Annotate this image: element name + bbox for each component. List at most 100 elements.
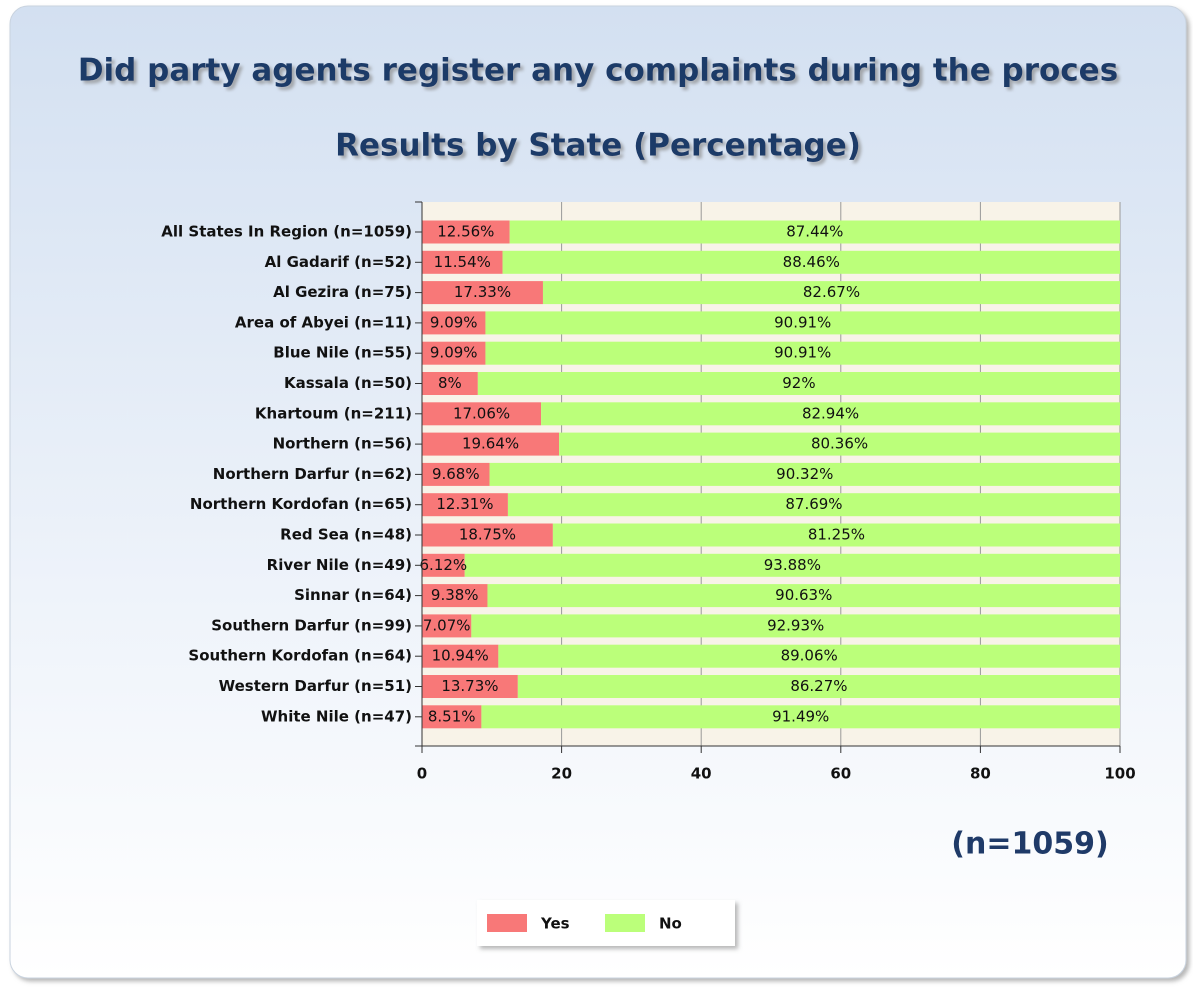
bar-segment <box>422 250 503 274</box>
x-tick-label: 80 <box>970 765 991 783</box>
y-tick-label: White Nile (n=47) <box>261 707 412 725</box>
value-label: 13.73% <box>441 677 498 695</box>
y-tick-label: Northern (n=56) <box>273 435 412 453</box>
bar-segment <box>481 705 1121 729</box>
value-label: 82.94% <box>802 404 859 422</box>
value-label: 12.31% <box>436 495 493 513</box>
bar-segment <box>422 311 486 335</box>
value-label: 91.49% <box>772 707 829 725</box>
value-label: 86.27% <box>790 677 847 695</box>
legend-label: No <box>659 915 682 933</box>
y-tick-label: Khartoum (n=211) <box>255 404 412 422</box>
bar-segment <box>485 311 1120 335</box>
y-tick-label: River Nile (n=49) <box>267 556 412 574</box>
bar-segment <box>489 462 1120 486</box>
value-label: 18.75% <box>459 526 516 544</box>
value-label: 89.06% <box>781 647 838 665</box>
bar-segment <box>422 341 486 365</box>
annotation: (n=1059) <box>951 827 1108 862</box>
value-label: 88.46% <box>783 253 840 271</box>
value-label: 7.07% <box>423 616 471 634</box>
value-label: 90.91% <box>774 344 831 362</box>
value-label: 8.51% <box>428 707 476 725</box>
bar-segment <box>487 584 1121 608</box>
bar-segment <box>464 553 1120 577</box>
bar-segment <box>422 372 478 395</box>
value-label: 87.44% <box>786 223 843 241</box>
y-tick-label: Southern Kordofan (n=64) <box>188 647 412 665</box>
bar-segment <box>502 250 1120 274</box>
value-label: 9.09% <box>430 313 478 331</box>
value-label: 82.67% <box>803 283 860 301</box>
value-label: 80.36% <box>811 435 868 453</box>
value-label: 81.25% <box>808 526 865 544</box>
bar-segment <box>422 614 472 638</box>
value-label: 90.91% <box>774 313 831 331</box>
bar-segment <box>471 614 1120 638</box>
bar-segment <box>542 281 1120 305</box>
bar-segment <box>422 584 488 608</box>
y-tick-label: Northern Darfur (n=62) <box>213 465 412 483</box>
bar-segment <box>422 402 542 426</box>
legend-swatch <box>487 914 527 932</box>
bar-segment <box>507 493 1120 517</box>
bar-segment <box>517 675 1120 698</box>
x-tick-label: 100 <box>1104 765 1135 783</box>
legend-swatch <box>605 914 645 932</box>
bar-segment <box>422 462 490 486</box>
bar-segment <box>422 281 543 305</box>
value-label: 9.09% <box>430 344 478 362</box>
chart-title: Did party agents register any complaints… <box>78 53 1118 89</box>
y-tick-label: Northern Kordofan (n=65) <box>190 495 412 513</box>
bar-segment <box>422 644 499 668</box>
value-label: 17.06% <box>453 404 510 422</box>
value-label: 92% <box>782 374 815 392</box>
value-label: 6.12% <box>420 556 468 574</box>
value-label: 17.33% <box>454 283 511 301</box>
value-label: 19.64% <box>462 435 519 453</box>
x-tick-label: 60 <box>830 765 851 783</box>
y-tick-label: Red Sea (n=48) <box>280 526 412 544</box>
value-label: 10.94% <box>432 647 489 665</box>
y-tick-label: Area of Abyei (n=11) <box>235 313 412 331</box>
value-label: 93.88% <box>764 556 821 574</box>
legend-label: Yes <box>540 915 570 933</box>
y-tick-label: Southern Darfur (n=99) <box>211 616 412 634</box>
y-tick-label: Western Darfur (n=51) <box>219 677 412 695</box>
bar-segment <box>422 705 482 729</box>
value-label: 87.69% <box>785 495 842 513</box>
bar-segment <box>422 675 518 698</box>
value-label: 11.54% <box>434 253 491 271</box>
value-label: 12.56% <box>437 223 494 241</box>
x-tick-label: 0 <box>417 765 427 783</box>
bar-segment <box>498 644 1120 668</box>
bar-segment <box>509 220 1120 244</box>
y-tick-label: Al Gezira (n=75) <box>273 283 412 301</box>
x-tick-label: 40 <box>691 765 712 783</box>
bar-segment <box>422 220 510 244</box>
bar-segment <box>552 523 1120 547</box>
bar-segment <box>422 523 553 547</box>
y-tick-label: Blue Nile (n=55) <box>273 344 412 362</box>
x-tick-label: 20 <box>551 765 572 783</box>
value-label: 8% <box>438 374 462 392</box>
bar-segment <box>485 341 1120 365</box>
bar-segment <box>541 402 1120 426</box>
value-label: 9.68% <box>432 465 480 483</box>
y-tick-label: All States In Region (n=1059) <box>161 223 412 241</box>
bar-segment <box>559 432 1120 456</box>
y-tick-label: Al Gadarif (n=52) <box>265 253 412 271</box>
bar-segment <box>477 372 1121 395</box>
value-label: 9.38% <box>431 586 479 604</box>
y-tick-label: Kassala (n=50) <box>284 374 412 392</box>
bar-segment <box>422 432 560 456</box>
value-label: 90.32% <box>776 465 833 483</box>
bar-segment <box>422 553 465 577</box>
value-label: 92.93% <box>767 616 824 634</box>
value-label: 90.63% <box>775 586 832 604</box>
chart-subtitle: Results by State (Percentage) <box>335 128 861 164</box>
bar-segment <box>422 493 508 517</box>
y-tick-label: Sinnar (n=64) <box>294 586 412 604</box>
